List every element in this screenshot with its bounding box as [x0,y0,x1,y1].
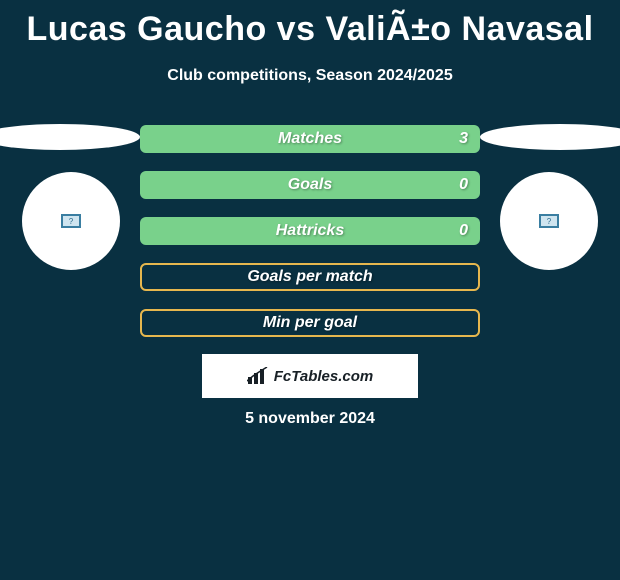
flag-icon: ? [61,214,81,228]
bar-chart-icon [247,367,269,385]
stats-list: Matches 3 Goals 0 Hattricks 0 Goals per … [140,125,480,355]
stat-row-min-per-goal: Min per goal [140,309,480,337]
stat-label: Matches [278,130,342,148]
stat-label: Min per goal [263,314,357,332]
brand-label: FcTables.com [274,368,373,385]
stat-value: 0 [459,176,468,194]
decorative-ellipse-right [480,124,620,150]
brand-box: FcTables.com [202,354,418,398]
stat-label: Hattricks [276,222,344,240]
date-label: 5 november 2024 [0,410,620,428]
stat-row-hattricks: Hattricks 0 [140,217,480,245]
decorative-ellipse-left [0,124,140,150]
subtitle: Club competitions, Season 2024/2025 [0,67,620,85]
page-title: Lucas Gaucho vs ValiÃ±o Navasal [0,0,620,49]
stat-row-matches: Matches 3 [140,125,480,153]
stat-row-goals-per-match: Goals per match [140,263,480,291]
player-badge-left: ? [22,172,120,270]
player-badge-right: ? [500,172,598,270]
stat-row-goals: Goals 0 [140,171,480,199]
stat-label: Goals [288,176,332,194]
stat-label: Goals per match [247,268,372,286]
stat-value: 3 [459,130,468,148]
flag-icon: ? [539,214,559,228]
stat-value: 0 [459,222,468,240]
